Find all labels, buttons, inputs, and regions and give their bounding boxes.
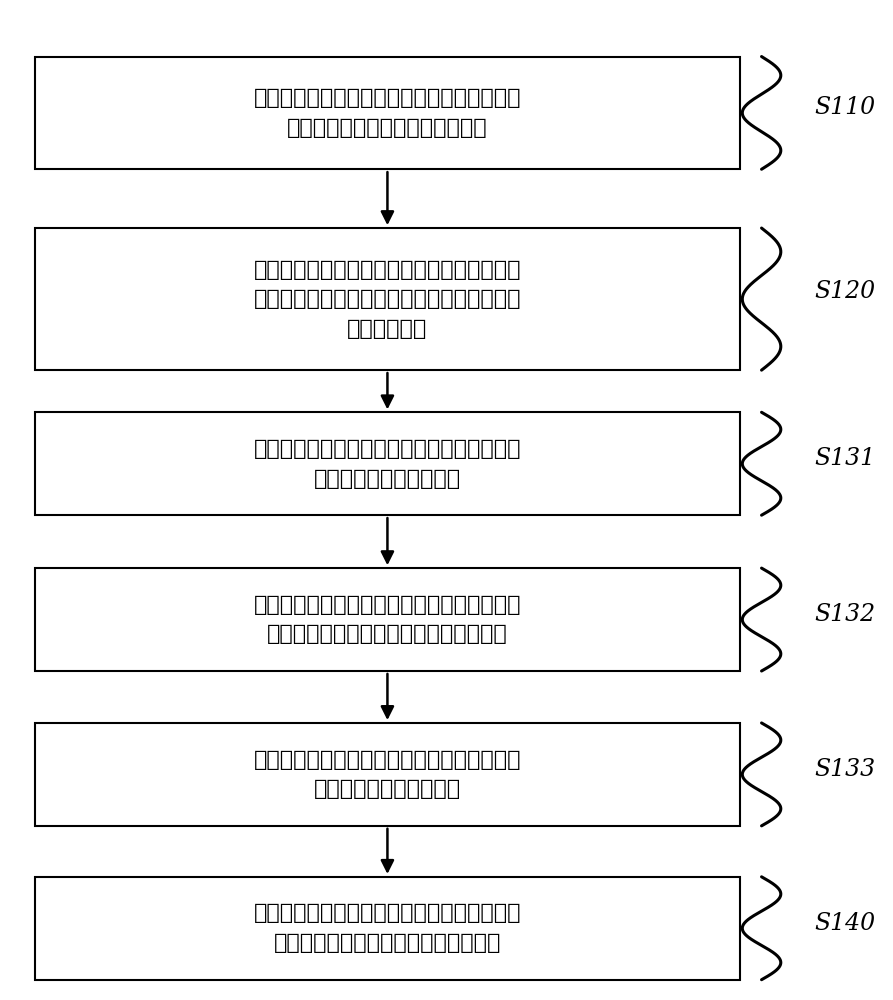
Text: 改变高斯脉冲信号的幅值模拟断路器燃弧过程
中高频放电激励源的强度: 改变高斯脉冲信号的幅值模拟断路器燃弧过程 中高频放电激励源的强度 <box>254 439 522 489</box>
Text: S132: S132 <box>814 603 875 626</box>
Text: S110: S110 <box>814 96 875 119</box>
Text: 获取断路器的结构参数，根据断路器的结构参
数按预设比例建立断路器仿真模型: 获取断路器的结构参数，根据断路器的结构参 数按预设比例建立断路器仿真模型 <box>254 88 522 138</box>
Text: 获取断路器的电磁环境参数，根据电磁环境参
数建立燃弧过程中所述断路器仿真模型所在的
仿真电磁环境: 获取断路器的电磁环境参数，根据电磁环境参 数建立燃弧过程中所述断路器仿真模型所在… <box>254 259 522 339</box>
FancyBboxPatch shape <box>35 723 739 826</box>
Text: S133: S133 <box>814 758 875 781</box>
Text: 改变高斯脉冲信号的脉宽模拟断路器燃弧过程
中高频放电激励源辐射的电磁波信号频段: 改变高斯脉冲信号的脉宽模拟断路器燃弧过程 中高频放电激励源辐射的电磁波信号频段 <box>254 595 522 644</box>
FancyBboxPatch shape <box>35 877 739 980</box>
FancyBboxPatch shape <box>35 228 739 370</box>
FancyBboxPatch shape <box>35 568 739 671</box>
FancyBboxPatch shape <box>35 57 739 169</box>
FancyBboxPatch shape <box>35 412 739 515</box>
Text: S131: S131 <box>814 447 875 470</box>
Text: 改变高斯脉冲信号的数量模拟断路器燃弧过程
中高频放电激励源的数量: 改变高斯脉冲信号的数量模拟断路器燃弧过程 中高频放电激励源的数量 <box>254 750 522 799</box>
Text: S120: S120 <box>814 280 875 303</box>
Text: S140: S140 <box>814 912 875 935</box>
Text: 检测仿真的断路器燃弧过程中、断路器仿真模
型预设距离处的电磁波信号的变化情况: 检测仿真的断路器燃弧过程中、断路器仿真模 型预设距离处的电磁波信号的变化情况 <box>254 903 522 953</box>
